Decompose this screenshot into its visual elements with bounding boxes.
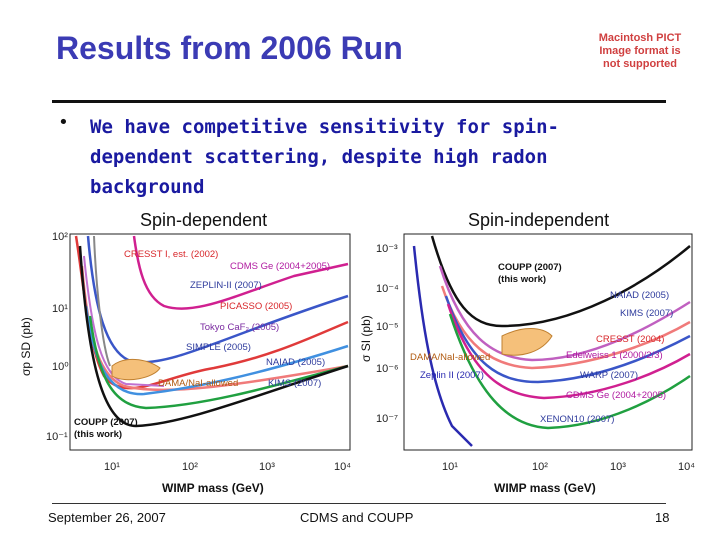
spin-dependent-plot: 10² 10¹ 10⁰ 10⁻¹ 10¹ 10² 10³ 10⁴ WIMP ma… [19,231,351,495]
sd-label-cresst: CRESST I, est. (2002) [124,249,218,260]
sd-label-tokyo: Tokyo CaF₂ (2005) [200,322,279,333]
si-label-zeplin: Zeplin II (2007) [420,370,484,381]
slide-title: Results from 2006 Run [56,30,403,66]
sd-label-picasso: PICASSO (2005) [220,301,292,312]
sd-label-dama: DAMA/NaI-allowed [158,378,238,389]
si-curve-warp [444,295,691,384]
title-divider [52,100,666,103]
sd-curve-kims [88,315,349,410]
si-xtick-4: 10⁴ [678,461,695,473]
footer-page-number: 18 [655,510,670,525]
sd-ytick-4: 10⁻¹ [46,431,68,443]
si-label-naiad: NAIAD (2005) [610,290,669,301]
sd-ytick-3: 10⁰ [52,361,69,373]
sd-label-coupp: COUPP (2007) [74,417,138,428]
sd-xlabel: WIMP mass (GeV) [162,481,264,495]
spin-independent-heading: Spin-independent [468,210,610,230]
si-plot-frame [403,233,693,451]
si-curve-zeplin [412,245,473,447]
sd-curve-cdms [132,235,349,310]
sd-curve-grey [93,235,111,367]
si-label-xenon: XENON10 (2007) [540,414,614,425]
sd-plot-frame [69,233,351,451]
bullet-marker: • [58,112,69,133]
si-ytick-3: 10⁻⁵ [376,321,399,333]
si-ytick-5: 10⁻⁷ [376,413,398,425]
sd-label-zeplin: ZEPLIN-II (2007) [190,280,262,291]
si-xtick-1: 10¹ [442,461,458,473]
si-curve-xenon [448,313,691,430]
si-label-cdms: CDMS Ge (2004+2005) [566,390,666,401]
si-xtick-3: 10³ [610,461,626,473]
sd-ytick-2: 10¹ [52,303,68,315]
si-curve-coupp [430,235,691,328]
spin-independent-plot: 10⁻³ 10⁻⁴ 10⁻⁵ 10⁻⁶ 10⁻⁷ 10¹ 10² 10³ 10⁴… [359,233,695,495]
si-label-cresst: CRESST (2004) [596,334,664,345]
footer-date: September 26, 2007 [48,510,166,525]
sd-dama-region [111,359,161,381]
pict-unsupported-notice: Macintosh PICT Image format is not suppo… [598,32,682,70]
sd-label-simple: SIMPLE (2005) [186,342,251,353]
si-label-coupp: COUPP (2007) [498,262,562,273]
footer-center: CDMS and COUPP [300,510,414,525]
spin-dependent-heading: Spin-dependent [140,210,268,230]
si-label-dama: DAMA/NaI-allowed [410,352,490,363]
si-ytick-1: 10⁻³ [376,243,398,255]
si-xtick-2: 10² [532,461,548,473]
sd-label-naiad: NAIAD (2005) [266,357,325,368]
sd-label-cdms: CDMS Ge (2004+2005) [230,261,330,272]
si-label-edelweiss: Edelweiss 1 (2000/2/3) [566,350,663,361]
sd-label-kims: KIMS (2007) [268,378,321,389]
si-curve-cresst [438,265,691,362]
si-label-warp: WARP (2007) [580,370,638,381]
sd-ytick-1: 10² [52,231,68,243]
si-label-kims: KIMS (2007) [620,308,673,319]
si-dama-region [501,328,553,356]
si-curve-cdms [446,303,691,400]
si-ytick-4: 10⁻⁶ [376,363,399,375]
sd-xtick-4: 10⁴ [334,461,351,473]
bullet-text: We have competitive sensitivity for spin… [90,116,559,198]
si-ytick-2: 10⁻⁴ [376,283,399,295]
si-xlabel: WIMP mass (GeV) [494,481,596,495]
si-curve-edelweiss [440,285,691,370]
sd-xtick-1: 10¹ [104,461,120,473]
sd-ylabel: σp SD (pb) [19,317,33,376]
sd-xtick-3: 10³ [259,461,275,473]
sd-xtick-2: 10² [182,461,198,473]
si-label-coupp-sub: (this work) [498,274,546,285]
sd-curve-coupp [78,245,349,428]
sd-curve-tokyo [83,255,165,387]
footer-divider [52,503,666,504]
sd-label-coupp-sub: (this work) [74,429,122,440]
si-ylabel: σ SI (pb) [359,315,373,362]
